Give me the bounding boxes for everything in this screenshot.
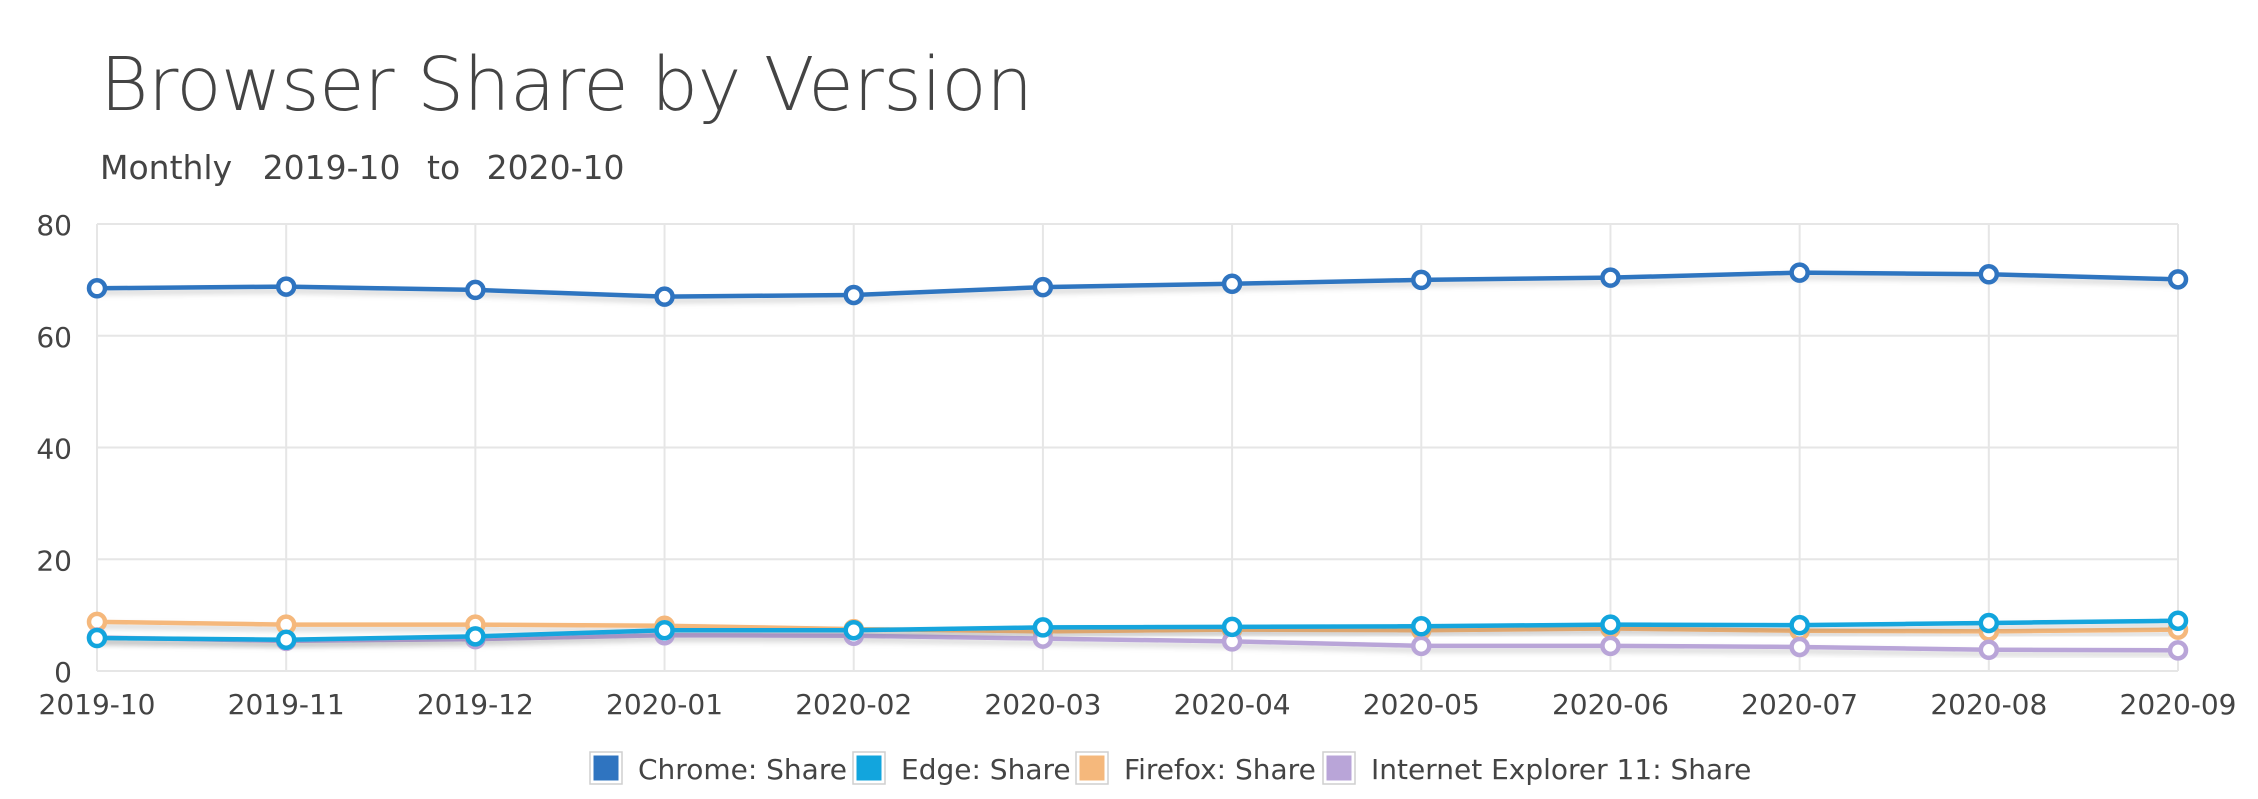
- legend-swatch: [1076, 752, 1108, 784]
- series-1: [86, 610, 2189, 650]
- legend-item[interactable]: Firefox: Share: [1075, 751, 1316, 786]
- x-tick-label: 2020-07: [1741, 688, 1858, 721]
- legend-swatch: [853, 752, 885, 784]
- legend-item[interactable]: Internet Explorer 11: Share: [1322, 751, 1751, 786]
- chart-title: Browser Share by Version: [100, 42, 1033, 128]
- x-tick-label: 2019-10: [39, 688, 156, 721]
- x-tick-label: 2020-03: [984, 688, 1101, 721]
- data-point[interactable]: [1600, 614, 1621, 635]
- x-tick-label: 2020-06: [1552, 688, 1669, 721]
- chart-subtitle: Monthly 2019-10 to 2020-10: [100, 148, 625, 187]
- data-point[interactable]: [2167, 269, 2189, 290]
- chart-legend[interactable]: Chrome: Share Edge: Share Firefox: Share In…: [589, 751, 1751, 786]
- data-point[interactable]: [1789, 614, 1810, 636]
- data-point[interactable]: [275, 276, 297, 297]
- data-point[interactable]: [654, 286, 675, 307]
- subtitle-from-date: 2019-10: [262, 148, 401, 187]
- x-tick-label: 2020-04: [1174, 688, 1291, 721]
- legend-swatch: [1323, 752, 1355, 784]
- legend-item[interactable]: Edge: Share: [852, 751, 1071, 786]
- data-point[interactable]: [275, 629, 297, 650]
- data-point[interactable]: [1411, 269, 1432, 291]
- chart-series: [86, 262, 2189, 661]
- series-line: [96, 270, 2179, 299]
- legend-label: Internet Explorer 11: Share: [1371, 753, 1751, 786]
- legend-label: Firefox: Share: [1124, 753, 1316, 786]
- data-point[interactable]: [1978, 264, 2000, 285]
- data-point[interactable]: [86, 278, 108, 299]
- data-point[interactable]: [1600, 267, 1621, 288]
- subtitle-to-word: to: [427, 148, 461, 187]
- legend-item[interactable]: Chrome: Share: [589, 751, 847, 786]
- y-tick-label: 0: [54, 656, 72, 689]
- legend-swatch-border: [1075, 751, 1109, 785]
- legend-swatch-border: [1322, 751, 1356, 785]
- data-point[interactable]: [2167, 640, 2189, 661]
- legend-label: Chrome: Share: [638, 753, 847, 786]
- data-point[interactable]: [1221, 616, 1243, 638]
- subtitle-to-date: 2020-10: [486, 148, 625, 187]
- data-point[interactable]: [465, 626, 486, 647]
- x-tick-label: 2019-12: [417, 688, 534, 721]
- chart-grid: [96, 223, 2179, 672]
- data-point[interactable]: [1978, 612, 2000, 634]
- data-point[interactable]: [843, 619, 864, 641]
- data-point[interactable]: [2167, 610, 2189, 631]
- legend-swatch-border: [852, 751, 886, 785]
- x-tick-label: 2020-09: [2120, 688, 2237, 721]
- x-tick-label: 2019-11: [228, 688, 345, 721]
- series-line: [96, 632, 2179, 653]
- data-point[interactable]: [1411, 635, 1432, 657]
- data-point[interactable]: [1411, 616, 1432, 637]
- data-point[interactable]: [1032, 617, 1054, 638]
- y-tick-label: 80: [36, 209, 72, 242]
- data-point[interactable]: [1978, 639, 2000, 661]
- data-point[interactable]: [654, 619, 675, 641]
- data-point[interactable]: [1789, 262, 1810, 283]
- data-point[interactable]: [1600, 635, 1621, 657]
- legend-swatch: [590, 752, 622, 784]
- x-tick-label: 2020-02: [795, 688, 912, 721]
- y-tick-label: 60: [36, 321, 72, 354]
- series-0: [86, 262, 2189, 307]
- data-point[interactable]: [1032, 276, 1054, 298]
- subtitle-period: Monthly: [100, 148, 233, 187]
- y-tick-label: 40: [36, 433, 72, 466]
- legend-swatch-border: [589, 751, 623, 785]
- x-tick-label: 2020-01: [606, 688, 723, 721]
- data-point[interactable]: [86, 627, 108, 649]
- x-tick-label: 2020-05: [1363, 688, 1480, 721]
- y-tick-label: 20: [36, 544, 72, 577]
- x-tick-label: 2020-08: [1930, 688, 2047, 721]
- chart-axes: 0 20 40 60 80 2019-10 2019-11 2019-12 2020-01 202…: [36, 209, 2236, 721]
- legend-label: Edge: Share: [901, 753, 1071, 786]
- data-point[interactable]: [1221, 273, 1243, 295]
- data-point[interactable]: [465, 279, 486, 301]
- series-line: [96, 618, 2179, 642]
- data-point[interactable]: [843, 284, 864, 306]
- data-point[interactable]: [1789, 636, 1810, 658]
- series-line: [96, 619, 2179, 634]
